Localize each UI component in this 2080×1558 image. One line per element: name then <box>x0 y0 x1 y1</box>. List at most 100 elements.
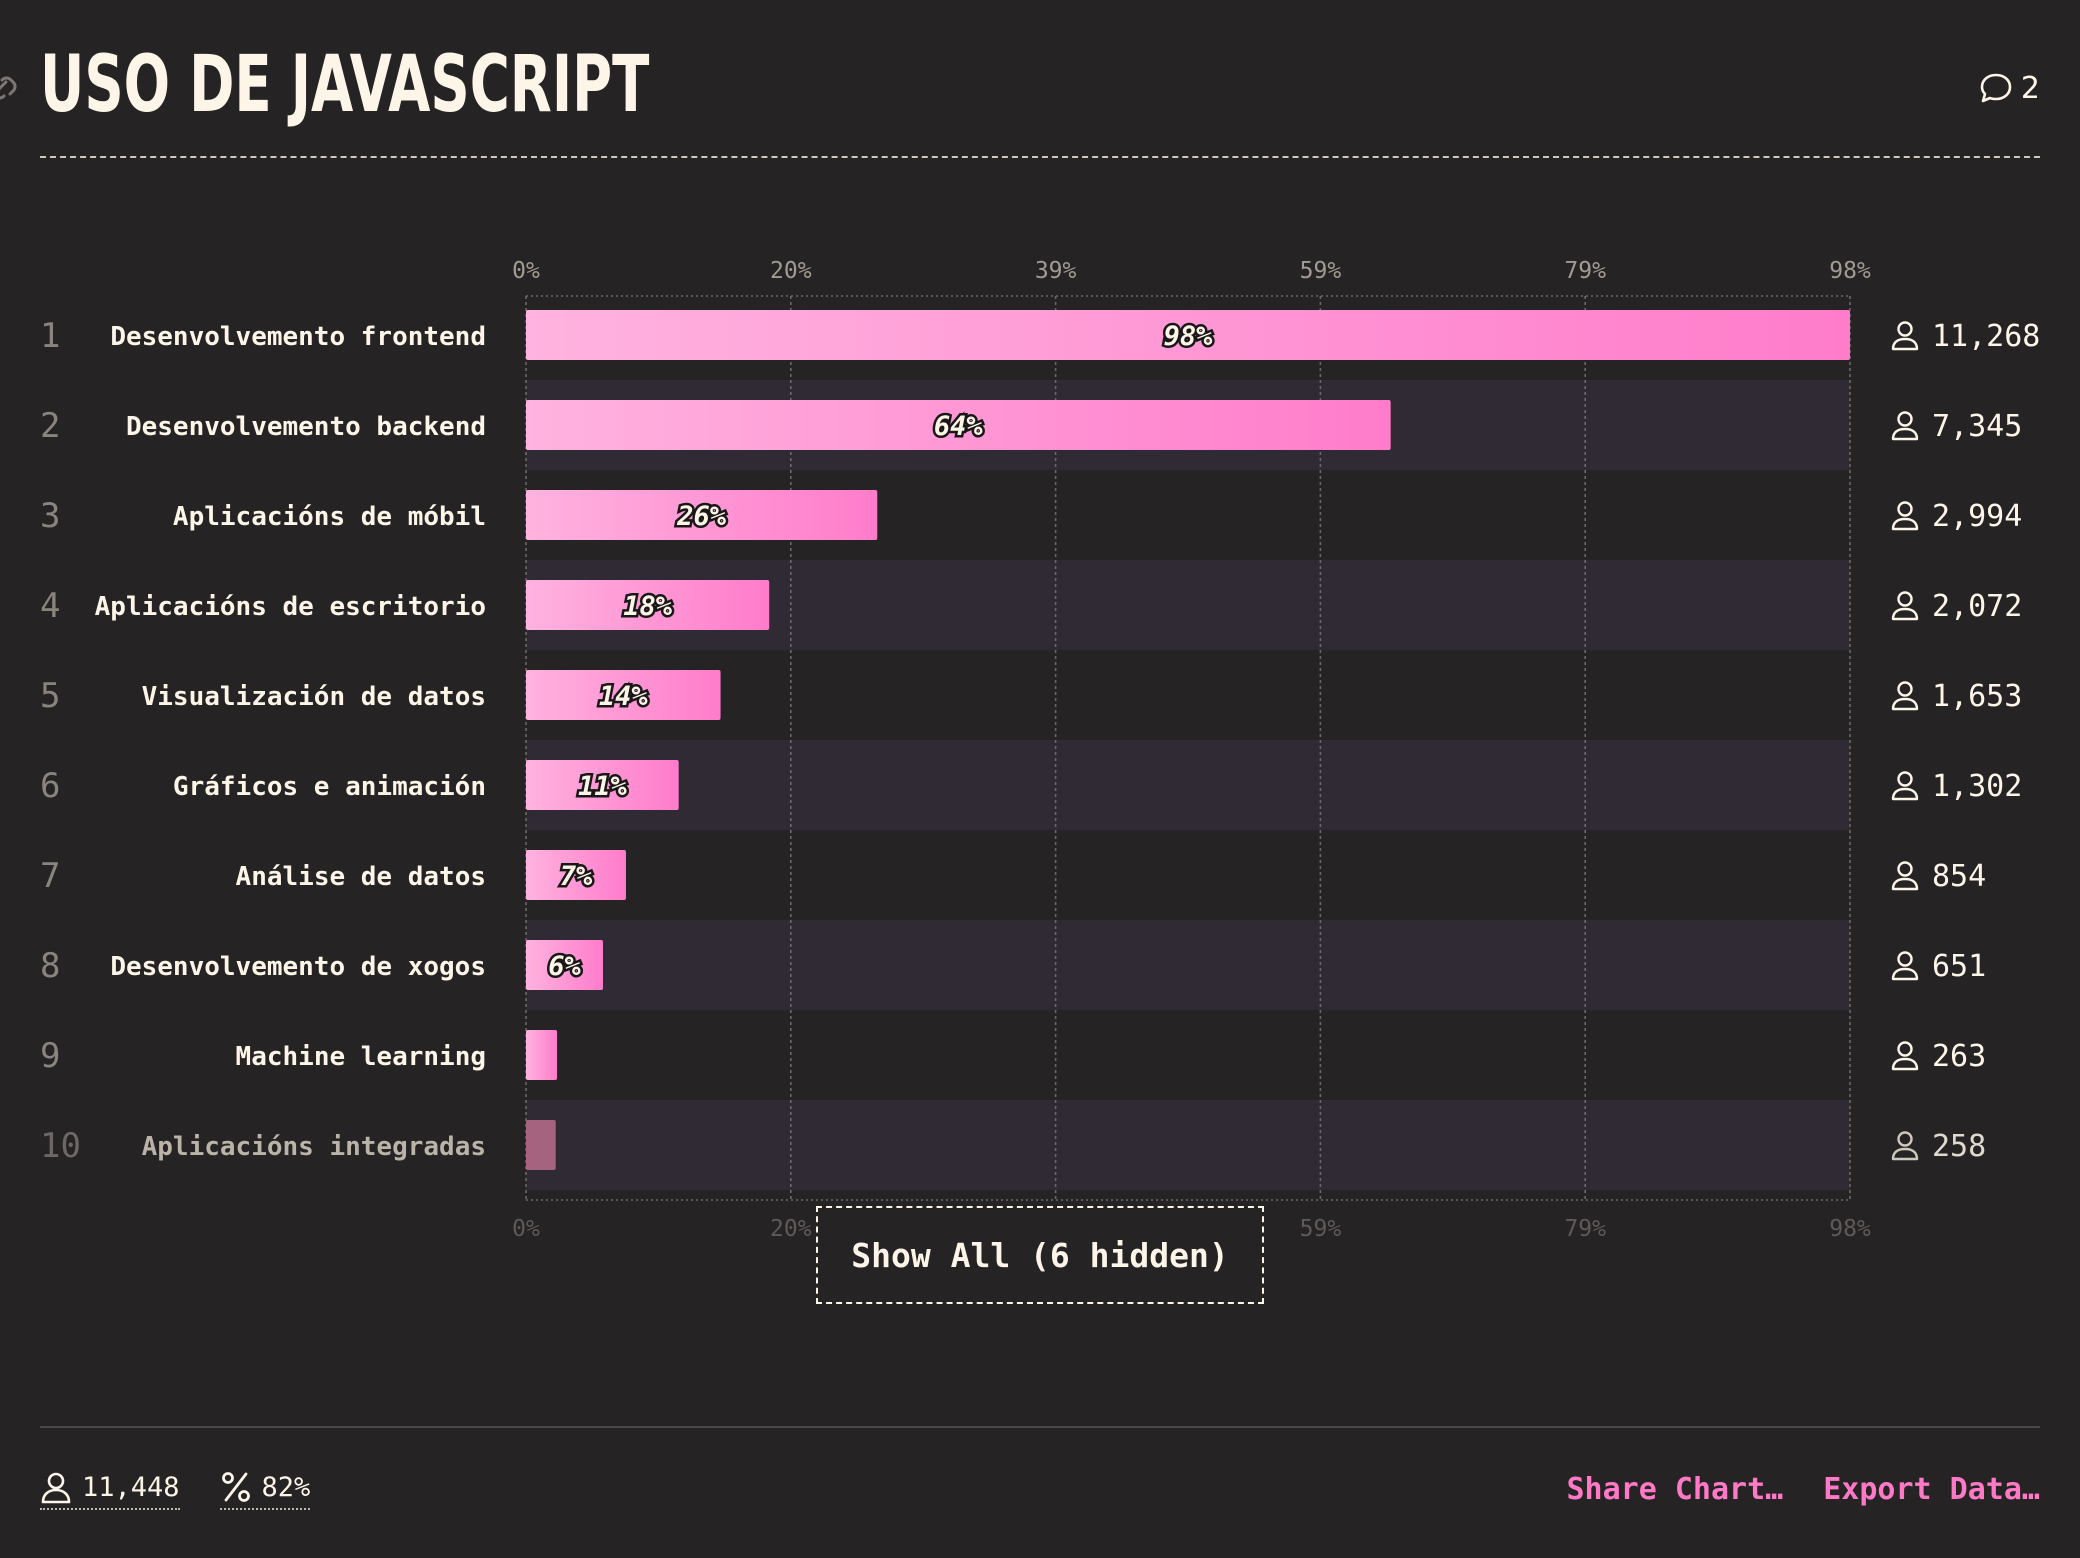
bar[interactable] <box>526 1030 558 1080</box>
user-icon-head <box>1897 501 1913 517</box>
user-icon <box>1891 321 1919 351</box>
tick-label-top: 79% <box>1564 258 1606 284</box>
footer-stats: 11,448 82% <box>40 1470 311 1510</box>
bar-chart: 0%0%20%20%39%39%59%59%79%79%98%98%1Desen… <box>40 258 2040 1242</box>
user-icon-head <box>1897 591 1913 607</box>
row-label[interactable]: Desenvolvemento backend <box>126 412 486 442</box>
footer-divider <box>40 1426 2040 1428</box>
bars <box>526 310 1850 1170</box>
user-icon <box>1891 951 1919 981</box>
tick-label-top: 0% <box>512 258 540 284</box>
header-divider <box>40 156 2040 158</box>
user-icon <box>1891 501 1919 531</box>
rank-number: 8 <box>40 946 60 986</box>
respondent-count: 1,302 <box>1932 769 2022 804</box>
rank-number: 6 <box>40 766 60 806</box>
row-band <box>526 1100 1850 1190</box>
bar-value-label: 6% <box>548 951 581 982</box>
respondent-count: 258 <box>1932 1129 1986 1164</box>
user-icon-head <box>1897 681 1913 697</box>
comments-button[interactable]: 2 <box>1979 66 2040 110</box>
tick-label-bottom: 79% <box>1564 1216 1606 1242</box>
rank-number: 5 <box>40 676 60 716</box>
respondent-count: 11,268 <box>1932 319 2040 354</box>
export-data-button[interactable]: Export Data… <box>1823 1472 2040 1507</box>
bar[interactable] <box>526 490 878 540</box>
respondent-count: 854 <box>1932 859 1986 894</box>
tick-label-bottom: 98% <box>1829 1216 1871 1242</box>
bar[interactable] <box>526 760 679 810</box>
row-label[interactable]: Machine learning <box>236 1042 486 1072</box>
bar-value-label: 11% <box>578 771 628 802</box>
tick-label-bottom: 59% <box>1300 1216 1342 1242</box>
user-icon <box>1891 771 1919 801</box>
user-icon-body <box>1891 967 1919 981</box>
bar-value-label: 64% <box>934 411 984 442</box>
user-icon <box>1891 411 1919 441</box>
comment-icon <box>1980 73 2012 103</box>
bar-value-label: 14% <box>599 681 649 712</box>
share-chart-button[interactable]: Share Chart… <box>1566 1472 1784 1507</box>
user-icon-head <box>1897 1041 1913 1057</box>
user-icon <box>1891 591 1919 621</box>
respondents-stat[interactable]: 11,448 <box>40 1470 180 1510</box>
row-label[interactable]: Análise de datos <box>236 862 486 892</box>
user-icon <box>1891 861 1919 891</box>
rank-number: 7 <box>40 856 60 896</box>
row-label[interactable]: Aplicacións de móbil <box>173 502 486 532</box>
user-icon <box>41 1472 71 1504</box>
percent-stat[interactable]: 82% <box>219 1470 311 1510</box>
tick-label-bottom: 20% <box>770 1216 812 1242</box>
user-icon-head <box>1897 1131 1913 1147</box>
labels: 0%0%20%20%39%39%59%59%79%79%98%98%1Desen… <box>40 258 2040 1242</box>
bar[interactable] <box>526 400 1391 450</box>
user-icon-body <box>1891 337 1919 351</box>
user-icon-head <box>1897 321 1913 337</box>
user-icon-head <box>1897 861 1913 877</box>
row-label[interactable]: Gráficos e animación <box>173 772 486 802</box>
row-label[interactable]: Visualización de datos <box>142 682 486 712</box>
show-all-button[interactable]: Show All (6 hidden) <box>816 1206 1264 1304</box>
tick-label-top: 59% <box>1300 258 1342 284</box>
user-icon-body <box>1891 517 1919 531</box>
row-band <box>526 920 1850 1010</box>
bar[interactable] <box>526 670 721 720</box>
row-label[interactable]: Desenvolvemento frontend <box>110 322 486 352</box>
user-icon-body <box>1891 607 1919 621</box>
user-icon-body <box>1891 877 1919 891</box>
user-icon <box>1891 1131 1919 1161</box>
page-title: USO DE JAVASCRIPT <box>40 40 650 130</box>
bar-value-label: 98% <box>1164 321 1214 352</box>
user-icon-body <box>1891 697 1919 711</box>
bar[interactable] <box>526 850 626 900</box>
respondent-count: 2,072 <box>1932 589 2022 624</box>
bar[interactable] <box>526 310 1850 360</box>
tick-label-top: 20% <box>770 258 812 284</box>
bar-value-label: 26% <box>676 501 727 532</box>
respondent-count: 651 <box>1932 949 1986 984</box>
comments-count: 2 <box>2020 70 2040 106</box>
link-icon[interactable] <box>0 70 20 104</box>
user-icon-body <box>1891 1057 1919 1071</box>
user-icon-head <box>1897 771 1913 787</box>
user-icon <box>1891 1041 1919 1071</box>
row-band <box>526 740 1850 830</box>
rank-number: 3 <box>40 496 60 536</box>
respondent-count: 1,653 <box>1932 679 2022 714</box>
user-icon-body <box>1891 427 1919 441</box>
bar[interactable] <box>526 580 770 630</box>
bar[interactable] <box>526 1120 556 1170</box>
user-icon-body <box>1891 787 1919 801</box>
tick-label-top: 98% <box>1829 258 1871 284</box>
bar-value-label: 18% <box>623 591 673 622</box>
row-label[interactable]: Aplicacións integradas <box>142 1132 486 1162</box>
bar[interactable] <box>526 940 604 990</box>
tick-label-bottom: 0% <box>512 1216 540 1242</box>
user-icon-head <box>1897 411 1913 427</box>
row-label[interactable]: Aplicacións de escritorio <box>95 592 486 622</box>
row-label[interactable]: Desenvolvemento de xogos <box>110 952 486 982</box>
user-icon-head <box>1897 951 1913 967</box>
percent-value: 82% <box>261 1471 311 1503</box>
respondent-count: 2,994 <box>1932 499 2022 534</box>
